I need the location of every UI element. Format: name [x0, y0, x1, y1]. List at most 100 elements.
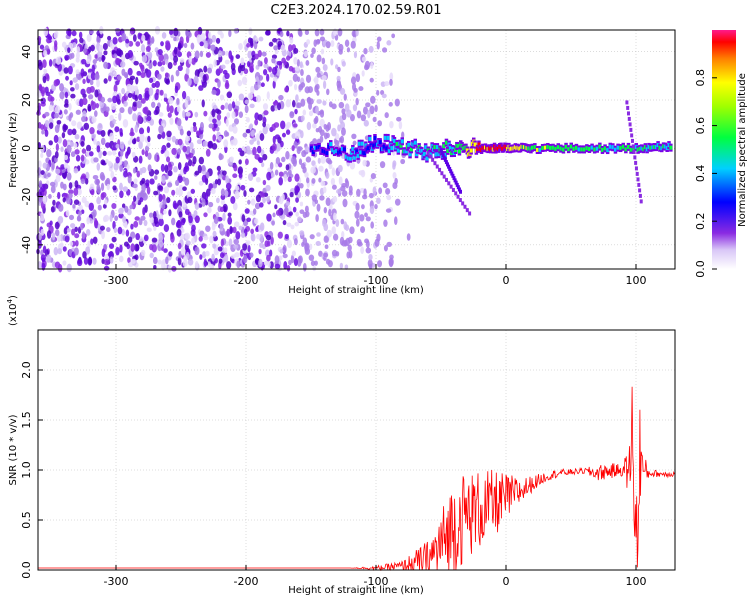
- spectrogram-cell: [96, 186, 102, 194]
- spectrogram-cell: [145, 45, 151, 53]
- spectrogram-cell: [122, 186, 129, 192]
- signal-band-cell: [407, 142, 411, 147]
- signal-band-cell: [445, 140, 448, 145]
- spectrogram-cell: [107, 75, 112, 82]
- spectrogram-cell: [105, 106, 110, 113]
- spectrogram-cell: [284, 86, 289, 93]
- spectrogram-cell: [103, 243, 108, 250]
- signal-band-cell: [621, 144, 625, 149]
- spectrogram-cell: [149, 212, 154, 219]
- spectrogram-cell: [60, 146, 64, 153]
- spectrogram-cell: [266, 91, 270, 100]
- spectrogram-cell: [103, 265, 110, 271]
- spectrogram-cell: [245, 145, 251, 154]
- signal-band-cell: [595, 146, 599, 151]
- signal-streak: [455, 182, 459, 187]
- spectrogram-cell: [202, 251, 207, 259]
- spectrogram-cell: [40, 145, 45, 153]
- spectrogram-cell: [257, 80, 262, 89]
- spectrogram-cell: [136, 100, 142, 109]
- signal-streak: [446, 162, 449, 167]
- spectrogram-cell: [56, 234, 62, 242]
- spectrogram-cell: [240, 184, 246, 191]
- spectrogram-cell: [191, 224, 196, 232]
- spectrogram-cell: [175, 69, 180, 77]
- spectrogram-cell: [315, 105, 320, 115]
- spectrogram-cell: [336, 75, 341, 82]
- spectrogram-cell: [293, 47, 299, 54]
- spectrogram-cell: [59, 83, 65, 92]
- spectrogram-cell: [392, 160, 397, 167]
- spectrogram-cell: [224, 72, 230, 79]
- spectrogram-cell: [207, 67, 213, 74]
- signal-band-cell: [325, 151, 329, 156]
- spectrogram-cell: [325, 41, 331, 49]
- spectrogram-cell: [272, 38, 278, 43]
- spectrogram-cell: [102, 215, 107, 223]
- spectrogram-cell: [136, 70, 142, 76]
- spectrogram-cell: [278, 255, 283, 261]
- spectrogram-cell: [135, 76, 139, 85]
- spectrogram-cell: [288, 211, 293, 216]
- spectrogram-cell: [250, 85, 255, 95]
- spectrogram-cell: [286, 264, 291, 272]
- spectrogram-cell: [203, 65, 208, 73]
- spectrogram-cell: [244, 208, 250, 214]
- spectrogram-cell: [191, 237, 195, 245]
- spectrogram-cell: [250, 129, 255, 137]
- spectrogram-cell: [318, 177, 322, 183]
- spectrogram-cell: [153, 190, 159, 196]
- signal-streak: [433, 161, 437, 166]
- spectrogram-cell: [91, 101, 97, 110]
- spectrogram-cell: [118, 207, 124, 215]
- spectrogram-cell: [64, 91, 69, 99]
- signal-band-cell: [359, 150, 363, 155]
- spectrogram-cell: [310, 260, 316, 267]
- spectrogram-cell: [219, 222, 224, 232]
- spectrogram-cell: [54, 151, 59, 159]
- spectrogram-cell: [115, 58, 121, 66]
- spectrogram-cell: [130, 243, 135, 252]
- spectrogram-cell: [275, 209, 281, 216]
- spectrogram-cell: [226, 91, 233, 99]
- spectrogram-cell: [139, 127, 145, 135]
- signal-band-cell: [473, 142, 477, 147]
- signal-band-cell: [606, 148, 610, 153]
- spectrogram-cell: [259, 202, 264, 208]
- spectrogram-cell: [285, 150, 290, 160]
- spectrogram-cell: [355, 29, 359, 37]
- spectrogram-cell: [114, 126, 120, 133]
- x-tick-label: -300: [104, 274, 129, 287]
- spectrogram-cell: [257, 59, 261, 67]
- spectrogram-cell: [167, 61, 173, 70]
- spectrogram-cell: [90, 188, 95, 196]
- spectrogram-cell: [238, 111, 244, 119]
- spectrogram-cell: [201, 174, 207, 183]
- spectrogram-cell: [280, 44, 286, 52]
- spectrogram-cell: [70, 52, 75, 59]
- spectrogram-cell: [212, 123, 218, 129]
- spectrogram-cell: [318, 165, 324, 172]
- spectrogram-cell: [216, 165, 222, 172]
- spectrogram-cell: [263, 260, 269, 266]
- spectrogram-cell: [382, 182, 388, 189]
- spectrogram-cell: [211, 34, 217, 43]
- signal-band-cell: [346, 156, 350, 161]
- spectrogram-cell: [300, 69, 304, 76]
- spectrogram-cell: [348, 236, 353, 244]
- spectrogram-cell: [343, 239, 348, 247]
- spectrogram-cell: [257, 50, 262, 58]
- spectrogram-cell: [152, 256, 158, 265]
- spectrogram-cell: [389, 72, 394, 81]
- spectrogram-cell: [88, 202, 94, 212]
- spectrogram-cell: [321, 74, 327, 81]
- spectrogram-cell: [51, 232, 56, 241]
- spectrogram-cell: [68, 192, 73, 199]
- spectrogram-cell: [286, 222, 292, 227]
- spectrogram-cell: [86, 58, 91, 65]
- spectrogram-cell: [331, 127, 337, 137]
- spectrogram-cell: [263, 69, 268, 76]
- spectrogram-cell: [93, 138, 97, 145]
- spectrogram-cell: [178, 250, 182, 259]
- spectrogram-cell: [376, 197, 381, 205]
